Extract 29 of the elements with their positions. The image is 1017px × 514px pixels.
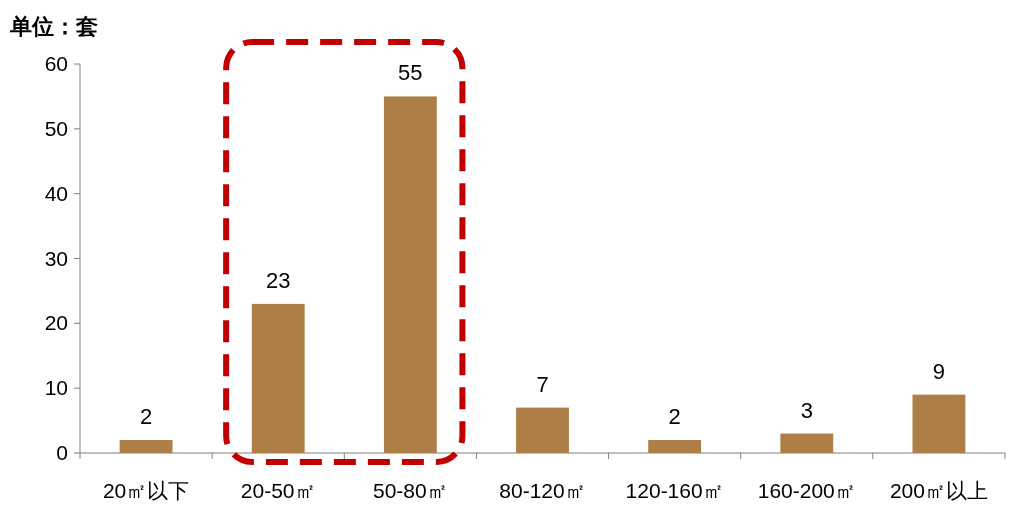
x-tick-label: 20-50㎡ [240,479,316,502]
y-tick-label: 10 [44,376,68,400]
bar [648,440,702,453]
y-tick-label: 40 [44,181,68,205]
x-tick-label: 20㎡以下 [102,479,190,502]
y-tick-label: 50 [44,116,68,140]
x-tick-label: 200㎡以上 [889,479,988,502]
y-tick-label: 0 [56,441,68,464]
x-tick-label: 50-80㎡ [373,479,448,502]
data-label: 2 [668,404,681,430]
data-label: 2 [139,404,153,430]
bar [119,440,173,453]
x-tick-label: 80-120㎡ [499,479,586,502]
bar [912,394,966,453]
x-tick-label: 160-200㎡ [757,479,856,502]
data-label: 9 [932,358,946,384]
bar [383,96,437,453]
data-label: 23 [265,267,291,293]
data-label: 55 [398,60,423,86]
bar [251,303,305,453]
x-tick-label: 120-160㎡ [625,479,724,502]
y-axis-title: 单位：套 [9,14,98,39]
data-label: 7 [536,371,549,397]
y-tick-label: 30 [44,246,68,270]
bar [516,407,569,453]
bar [780,433,834,453]
y-tick-label: 20 [44,311,68,335]
data-label: 3 [800,397,813,423]
y-tick-label: 60 [44,52,68,75]
